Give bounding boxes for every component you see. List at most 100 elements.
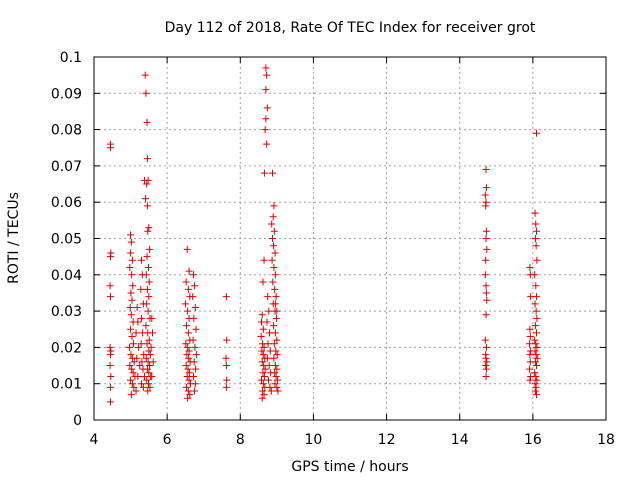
data-point — [181, 300, 189, 308]
data-point — [135, 343, 143, 351]
data-point — [268, 235, 276, 242]
y-tick-label: 0.08 — [51, 123, 82, 139]
data-point — [265, 307, 273, 315]
data-point — [533, 362, 541, 370]
data-point — [148, 314, 156, 322]
data-point — [263, 318, 271, 326]
data-point — [272, 293, 280, 301]
data-point — [182, 362, 190, 370]
data-point — [184, 285, 192, 293]
data-point — [482, 372, 490, 380]
data-point — [189, 372, 197, 380]
data-point — [145, 369, 153, 377]
data-point — [222, 383, 230, 391]
data-point — [482, 343, 490, 351]
data-point — [531, 336, 539, 344]
data-point — [274, 376, 282, 384]
x-tick-label: 16 — [524, 432, 542, 448]
data-point — [271, 249, 279, 257]
y-tick-label: 0.06 — [51, 195, 82, 211]
data-point — [142, 271, 150, 279]
data-point — [262, 86, 270, 94]
data-point — [533, 354, 541, 362]
data-point — [189, 293, 197, 301]
data-point — [144, 227, 152, 235]
data-point — [482, 289, 490, 297]
data-point — [532, 242, 540, 250]
data-point — [184, 329, 192, 337]
data-point — [143, 365, 151, 373]
data-point — [260, 169, 268, 177]
data-point — [143, 202, 151, 210]
data-point — [106, 253, 114, 261]
data-point — [185, 354, 193, 362]
data-point — [482, 365, 490, 373]
data-point — [127, 391, 135, 399]
data-point — [532, 372, 540, 380]
data-point — [145, 347, 153, 355]
data-point — [142, 322, 150, 330]
data-point — [273, 383, 281, 391]
data-point — [183, 383, 191, 391]
data-point — [526, 351, 534, 359]
data-point — [257, 333, 265, 341]
data-point — [533, 314, 541, 322]
data-point — [128, 256, 136, 264]
data-point — [142, 89, 150, 97]
data-point — [259, 380, 267, 388]
data-point — [106, 144, 114, 152]
data-point — [144, 380, 152, 388]
data-point — [223, 376, 231, 384]
data-point — [134, 372, 142, 380]
y-axis-label: ROTI / TECUs — [6, 192, 22, 284]
data-point — [273, 307, 281, 315]
data-point — [526, 264, 534, 272]
x-tick-label: 14 — [451, 432, 469, 448]
data-point — [128, 296, 136, 304]
data-point — [143, 155, 151, 163]
data-point — [270, 264, 278, 272]
y-tick-label: 0 — [73, 413, 82, 429]
data-point — [189, 336, 197, 344]
data-point — [140, 351, 148, 359]
data-point — [182, 278, 190, 286]
y-tick-label: 0.02 — [51, 340, 82, 356]
data-point — [189, 271, 197, 279]
data-point — [191, 387, 199, 395]
data-point — [533, 329, 541, 337]
data-point — [260, 256, 268, 264]
data-point — [259, 325, 267, 333]
data-point — [106, 383, 114, 391]
grid-lines — [94, 57, 606, 420]
data-point — [269, 213, 277, 221]
data-point — [191, 380, 199, 388]
data-point — [260, 343, 268, 351]
data-point — [264, 340, 272, 348]
data-point — [265, 362, 273, 370]
data-point — [532, 383, 540, 391]
data-point — [141, 71, 149, 79]
data-point — [482, 354, 490, 362]
data-point — [149, 358, 157, 366]
data-point — [272, 314, 280, 322]
data-points — [106, 64, 541, 406]
data-point — [186, 391, 194, 399]
data-point — [138, 256, 146, 264]
data-point — [270, 227, 278, 235]
data-point — [271, 300, 279, 308]
data-point — [134, 318, 142, 326]
data-point — [127, 238, 135, 246]
data-point — [483, 245, 491, 253]
data-point — [143, 253, 151, 261]
y-tick-label: 0.04 — [51, 268, 82, 284]
data-point — [106, 398, 114, 406]
data-point — [132, 329, 140, 337]
data-point — [266, 383, 274, 391]
data-point — [133, 354, 141, 362]
data-point — [526, 365, 534, 373]
data-point — [531, 235, 539, 242]
data-point — [146, 245, 154, 253]
data-point — [482, 362, 490, 370]
data-point — [129, 282, 137, 290]
